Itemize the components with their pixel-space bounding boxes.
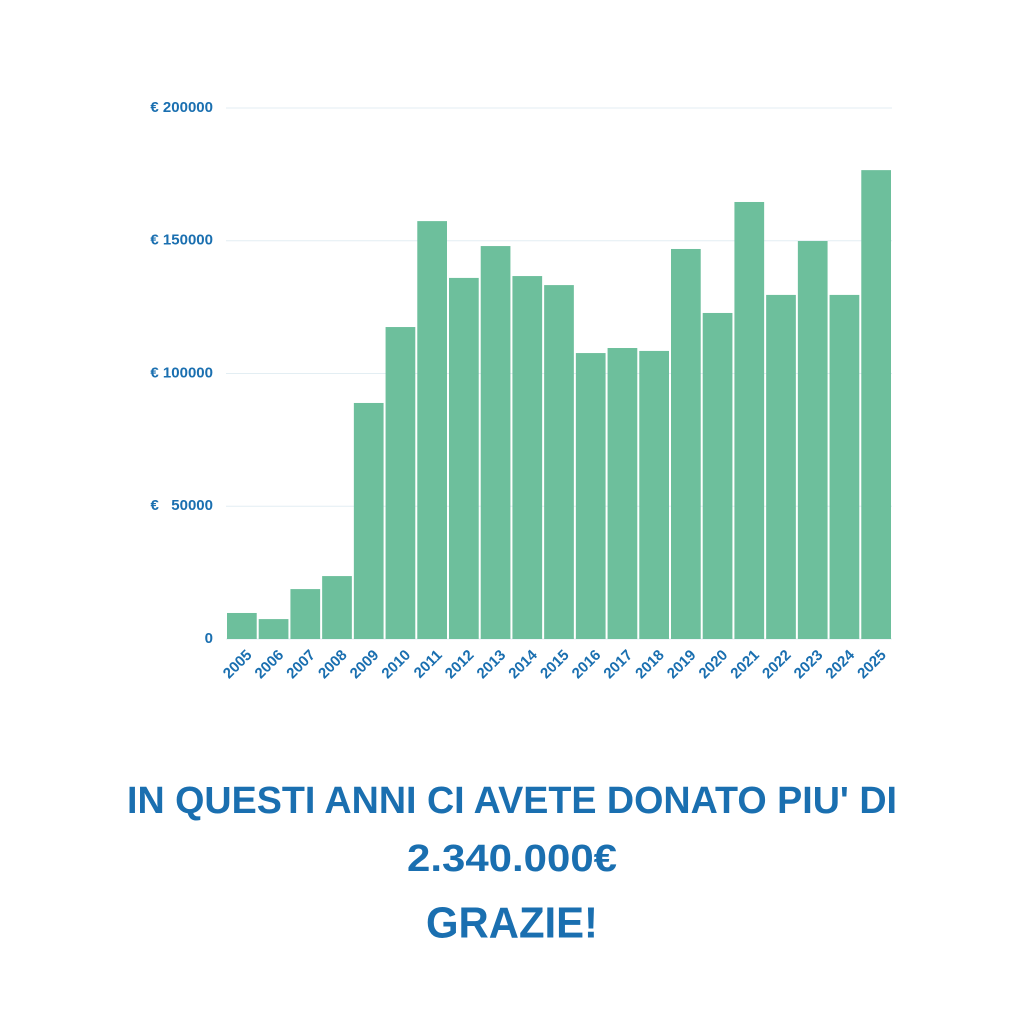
bar [227, 612, 257, 639]
x-tick-label: 2012 [442, 647, 478, 683]
x-tick-label: 2015 [537, 647, 573, 683]
x-tick-label: 2009 [347, 647, 383, 683]
x-tick-label: 2006 [252, 647, 288, 683]
annotation: 2.340.000€ [407, 838, 617, 880]
annotation: IN QUESTI ANNI CI AVETE DONATO PIU' DI [127, 780, 897, 822]
y-tick-label: € 50000 [150, 497, 213, 514]
bar [829, 294, 860, 639]
x-tick-label: 2005 [220, 647, 256, 683]
x-tick-label: 2023 [791, 647, 827, 683]
x-tick-label: 2019 [664, 647, 700, 683]
bar [480, 246, 511, 639]
bar [734, 201, 765, 639]
bar [258, 619, 289, 639]
bar [290, 589, 321, 639]
y-tick-label: € 150000 [150, 232, 213, 249]
x-tick-label: 2014 [505, 646, 541, 682]
x-tick-label: 2008 [315, 647, 351, 683]
bar [512, 276, 543, 639]
x-tick-label: 2017 [600, 647, 636, 683]
bar [575, 353, 606, 639]
x-tick-label: 2018 [632, 647, 668, 683]
bar [766, 294, 796, 639]
bar [353, 402, 384, 639]
bar [322, 576, 352, 639]
y-tick-label: € 200000 [150, 99, 213, 116]
bar [607, 348, 638, 639]
x-tick-label: 2013 [474, 647, 510, 683]
x-tick-label: 2021 [727, 647, 763, 683]
y-tick-label: € 100000 [150, 364, 213, 381]
bar [639, 350, 669, 639]
x-tick-label: 2010 [378, 647, 414, 683]
x-tick-label: 2011 [411, 647, 446, 682]
x-tick-label: 2007 [283, 647, 319, 683]
bar [449, 277, 479, 639]
bar [544, 285, 574, 639]
bar [797, 241, 828, 639]
y-tick-label: 0 [205, 630, 213, 647]
x-tick-label: 2024 [822, 646, 858, 682]
x-tick-label: 2020 [696, 647, 732, 683]
bar [385, 327, 416, 639]
x-tick-label: 2025 [854, 647, 890, 683]
x-tick-label: 2016 [569, 647, 605, 683]
annotation: GRAZIE! [426, 899, 598, 948]
bar [671, 248, 701, 639]
bar [417, 221, 447, 639]
x-tick-label: 2022 [759, 647, 795, 683]
bar [702, 312, 733, 639]
bar [861, 170, 891, 639]
